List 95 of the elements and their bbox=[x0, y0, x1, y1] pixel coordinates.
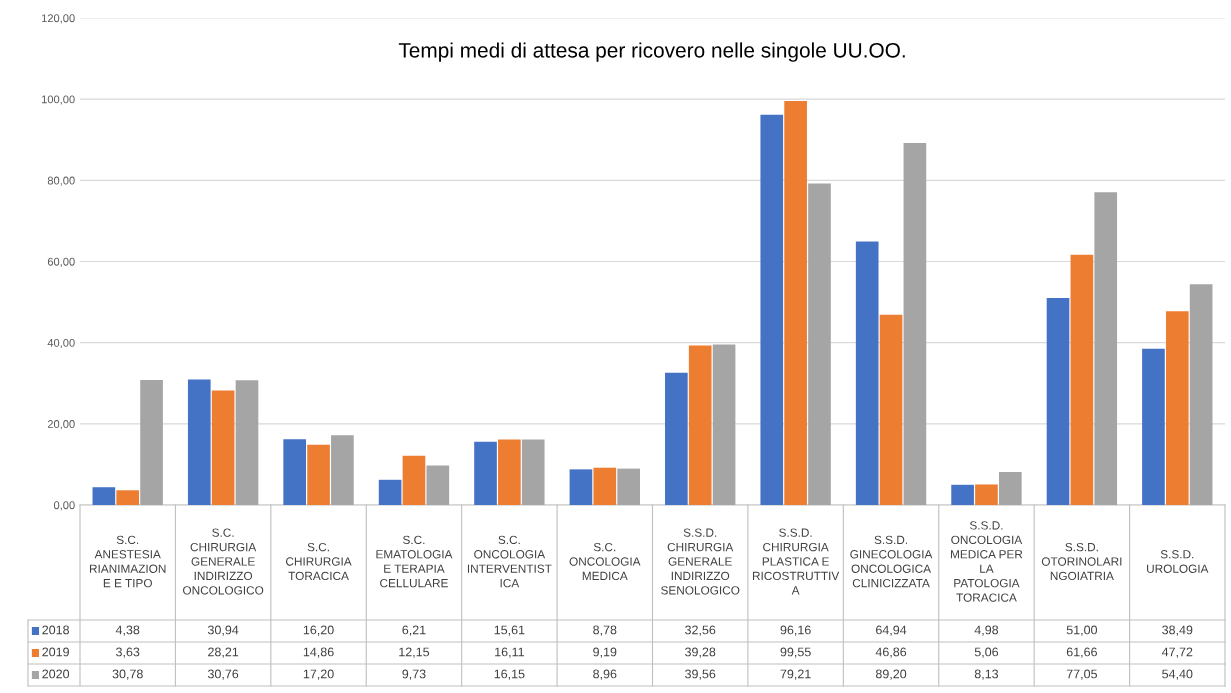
data-label: 30,78 bbox=[112, 669, 143, 680]
x-tick-label: S.S.D. GINECOLOGIA ONCOLOGICA CLINICIZZATA bbox=[850, 535, 933, 588]
text: Tempi medi di attesa per ricovero nelle singole UU.OO. bbox=[398, 42, 905, 62]
bar bbox=[593, 467, 617, 505]
bar bbox=[498, 439, 521, 505]
data-label: 32,56 bbox=[685, 625, 716, 636]
x-tick-label: S.C. ANESTESIA RIANIMAZION E E TIPO bbox=[89, 535, 166, 588]
data-label: 47,72 bbox=[1161, 647, 1193, 658]
bar bbox=[855, 241, 879, 505]
bar bbox=[569, 469, 593, 505]
bar bbox=[903, 143, 927, 505]
x-tick-label: S.S.D. CHIRURGIA GENERALE INDIRIZZO SENOLOGICO bbox=[661, 528, 740, 595]
data-label: 16,20 bbox=[303, 625, 334, 636]
bar bbox=[1189, 284, 1213, 505]
x-tick-label: S.S.D. CHIRURGIA PLASTICA E RICOSTRUTTIV A bbox=[752, 528, 840, 595]
bar bbox=[1165, 311, 1189, 505]
bar bbox=[92, 487, 116, 505]
data-label: 3,63 bbox=[116, 647, 140, 658]
data-label: 79,21 bbox=[780, 669, 811, 680]
bar bbox=[474, 441, 497, 505]
bar bbox=[140, 380, 163, 505]
data-label: 8,78 bbox=[593, 625, 617, 636]
y-tick-label: 120,00 bbox=[42, 14, 75, 24]
data-label: 77,05 bbox=[1066, 669, 1097, 680]
data-label: 39,56 bbox=[685, 669, 716, 680]
bar bbox=[998, 472, 1022, 505]
bar bbox=[808, 183, 831, 505]
y-tick-label: 20,00 bbox=[47, 420, 75, 430]
data-label: 4,98 bbox=[974, 625, 999, 636]
data-label: 89,20 bbox=[875, 669, 907, 680]
data-label: 38,49 bbox=[1162, 625, 1193, 636]
bar bbox=[1142, 348, 1165, 505]
bar bbox=[426, 465, 450, 505]
bar bbox=[665, 372, 688, 505]
data-label: 8,13 bbox=[974, 669, 999, 680]
data-label: 51,00 bbox=[1066, 625, 1098, 636]
data-label: 96,16 bbox=[780, 625, 811, 636]
bar bbox=[1094, 192, 1118, 505]
data-label: 5,06 bbox=[974, 647, 999, 658]
y-tick-label: 0,00 bbox=[53, 501, 75, 511]
data-label: 39,28 bbox=[685, 647, 716, 658]
bar bbox=[378, 479, 402, 505]
data-label: 12,15 bbox=[399, 647, 430, 658]
bar bbox=[879, 314, 903, 505]
x-tick-label: S.S.D. ONCOLOGIA MEDICA PER LA PATOLOGIA TORACICA bbox=[951, 521, 1023, 602]
data-label: 30,76 bbox=[207, 669, 239, 680]
y-tick-label: 100,00 bbox=[42, 95, 75, 105]
data-label: 99,55 bbox=[780, 647, 811, 658]
x-tick-label: S.C. ONCOLOGIA INTERVENTIST ICA bbox=[467, 535, 552, 588]
data-label: 15,61 bbox=[494, 625, 525, 636]
legend-label: 2019 bbox=[42, 647, 69, 657]
bar bbox=[402, 455, 426, 505]
legend-label: 2018 bbox=[42, 625, 69, 635]
data-label: 46,86 bbox=[875, 647, 907, 658]
data-label: 30,94 bbox=[207, 625, 239, 636]
data-label: 17,20 bbox=[303, 669, 334, 680]
bar bbox=[307, 444, 330, 505]
data-label: 9,73 bbox=[402, 669, 426, 680]
data-label: 6,21 bbox=[402, 625, 426, 636]
data-label: 28,21 bbox=[208, 647, 239, 658]
bar bbox=[951, 484, 974, 505]
data-label: 61,66 bbox=[1066, 647, 1097, 658]
x-tick-label: S.C. CHIRURGIA TORACICA bbox=[286, 542, 352, 581]
bar bbox=[331, 435, 354, 505]
x-tick-label: S.C. CHIRURGIA GENERALE INDIRIZZO ONCOLOGICO bbox=[183, 528, 264, 595]
bar bbox=[283, 439, 307, 505]
y-tick-label: 40,00 bbox=[47, 338, 75, 349]
data-label: 14,86 bbox=[303, 647, 334, 658]
x-tick-label: S.S.D. OTORINOLARI NGOIATRIA bbox=[1041, 542, 1122, 581]
data-label: 9,19 bbox=[593, 647, 617, 658]
data-label: 16,11 bbox=[495, 647, 524, 658]
bar bbox=[784, 100, 807, 505]
bar bbox=[116, 490, 140, 505]
x-tick-label: S.S.D. UROLOGIA bbox=[1147, 550, 1209, 573]
bar bbox=[760, 114, 784, 505]
data-label: 8,96 bbox=[593, 669, 617, 680]
bar bbox=[1046, 298, 1070, 505]
x-tick-label: S.C. EMATOLOGIA E TERAPIA CELLULARE bbox=[376, 535, 453, 588]
bar bbox=[187, 379, 211, 505]
bar bbox=[688, 345, 712, 505]
legend-label: 2020 bbox=[42, 669, 70, 679]
bar bbox=[712, 344, 736, 505]
bar bbox=[1070, 254, 1094, 505]
data-label: 4,38 bbox=[115, 625, 140, 636]
y-tick-label: 80,00 bbox=[47, 176, 75, 186]
bar bbox=[975, 484, 998, 505]
y-tick-label: 60,00 bbox=[47, 257, 75, 267]
data-label: 64,94 bbox=[876, 625, 907, 636]
bar bbox=[235, 380, 259, 505]
x-tick-label: S.C. ONCOLOGIA MEDICA bbox=[569, 542, 641, 581]
data-label: 16,15 bbox=[494, 669, 525, 680]
bar bbox=[211, 390, 235, 505]
data-label: 54,40 bbox=[1162, 669, 1193, 680]
bar bbox=[521, 439, 545, 505]
bar bbox=[617, 468, 640, 505]
